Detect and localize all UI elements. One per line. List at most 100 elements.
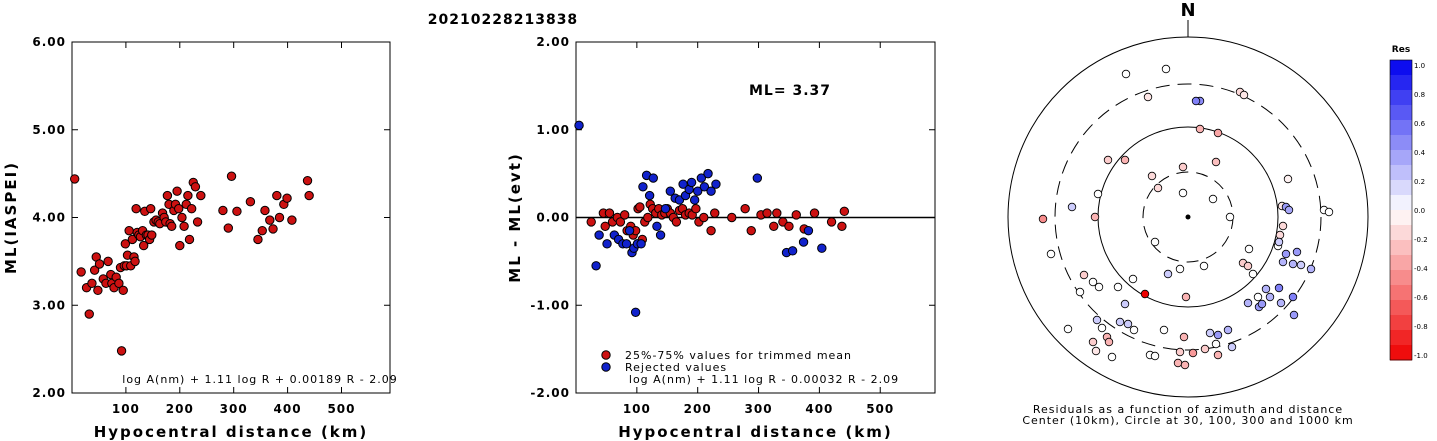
data-point (190, 182, 201, 192)
colorbar-segment (1390, 165, 1412, 181)
station-marker (1090, 212, 1100, 222)
data-point (282, 193, 292, 203)
station-marker (1159, 325, 1169, 335)
data-point (826, 217, 837, 227)
station-marker (1261, 284, 1271, 294)
data-point (183, 190, 193, 201)
y-tick-label: -2.00 (530, 386, 570, 400)
data-point (196, 190, 206, 201)
station-marker (1248, 269, 1258, 279)
data-point (223, 223, 234, 233)
x-axis-label: Hypocentral distance (km) (618, 423, 893, 441)
station-marker (1046, 249, 1056, 259)
colorbar-segment (1390, 210, 1412, 226)
station-marker (1123, 319, 1133, 329)
data-point (245, 197, 256, 207)
station-marker (1179, 332, 1189, 342)
station-marker (1265, 292, 1275, 302)
data-point (665, 186, 676, 196)
data-point (103, 256, 113, 267)
station-marker (1213, 350, 1223, 360)
station-marker (1147, 171, 1157, 181)
data-point (114, 278, 124, 289)
colorbar-segment (1390, 195, 1412, 211)
data-point (619, 210, 630, 220)
plot-frame (71, 41, 391, 394)
north-label: N (1180, 0, 1195, 21)
station-marker (1121, 69, 1131, 79)
data-point (87, 278, 97, 289)
data-point (652, 221, 662, 231)
data-point (787, 246, 798, 256)
data-point (621, 239, 632, 249)
x-tick-label: 500 (327, 402, 355, 416)
x-tick-label: 200 (684, 402, 712, 416)
station-marker (1213, 128, 1223, 138)
y-axis-label: ML - ML(evt) (506, 152, 524, 282)
data-point (706, 186, 716, 196)
station-marker (1120, 155, 1130, 165)
azimuth-residual-map: N Residuals as a function of azimuth and … (1007, 0, 1369, 427)
x-tick-label: 300 (220, 402, 248, 416)
colorbar-tick-label: 0.4 (1414, 149, 1426, 157)
data-point (636, 239, 646, 249)
data-point (602, 239, 612, 249)
data-point (600, 221, 610, 231)
x-tick-label: 100 (112, 402, 140, 416)
data-point (93, 285, 103, 296)
station-marker (1227, 342, 1237, 352)
data-point (604, 208, 615, 218)
station-marker (1324, 207, 1334, 217)
colorbar-tick-label: 0.2 (1414, 178, 1425, 186)
station-marker (1094, 282, 1104, 292)
colorbar-title: Res (1392, 45, 1410, 55)
station-marker (1211, 157, 1221, 167)
station-marker (1103, 155, 1113, 165)
colorbar-segment (1390, 330, 1412, 346)
x-tick-label: 400 (274, 402, 302, 416)
figure-title: 20210228213838 (428, 12, 578, 28)
data-point (630, 307, 641, 317)
station-marker (1063, 324, 1073, 334)
station-marker (1091, 346, 1101, 356)
station-marker (1296, 260, 1306, 270)
station-marker (1180, 360, 1190, 370)
colorbar-tick-label: -0.4 (1414, 265, 1428, 273)
data-point (218, 205, 228, 216)
data-point (594, 230, 604, 240)
map-caption-line-1: Residuals as a function of azimuth and d… (1033, 403, 1343, 416)
x-tick-label: 400 (805, 402, 833, 416)
station-marker (1205, 328, 1215, 338)
station-marker (1283, 174, 1293, 184)
y-tick-label: 1.00 (536, 123, 570, 137)
colorbar-tick-label: -0.8 (1414, 323, 1428, 331)
data-point (179, 221, 189, 231)
data-point (809, 208, 820, 218)
data-point (177, 212, 187, 223)
station-marker (1120, 299, 1130, 309)
data-point (287, 215, 297, 225)
data-point (699, 212, 709, 223)
station-marker (1225, 212, 1235, 222)
data-point (691, 204, 701, 214)
station-marker (1153, 183, 1163, 193)
station-marker (1092, 315, 1102, 325)
x-tick-label: 500 (866, 402, 894, 416)
data-point (817, 243, 827, 253)
data-point (184, 234, 195, 245)
y-tick-label: 4.00 (32, 211, 66, 225)
colorbar-segment (1390, 75, 1412, 91)
data-point (710, 208, 720, 218)
colorbar-tick-label: -1.0 (1414, 352, 1428, 360)
station-marker (1088, 277, 1098, 287)
data-point (692, 186, 703, 196)
x-tick-label: 300 (745, 402, 773, 416)
data-point (752, 173, 763, 183)
x-axis-label: Hypocentral distance (km) (94, 423, 369, 441)
colorbar-tick-label: -0.2 (1414, 236, 1428, 244)
station-marker (1275, 230, 1285, 240)
data-point (120, 239, 131, 249)
legend-marker (601, 350, 611, 360)
station-marker (1075, 287, 1085, 297)
